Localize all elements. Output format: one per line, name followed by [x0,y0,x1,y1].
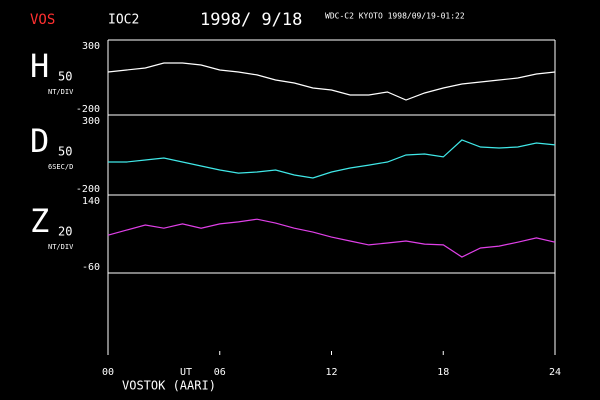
unit: 6SEC/D [48,163,73,171]
x-axis-label: UT [180,367,192,378]
scale: 50 [58,145,72,159]
y-tick-label: -200 [76,184,100,195]
station: VOS [30,12,55,28]
component: D [30,122,49,160]
unit: NT/DIV [48,243,74,251]
code: IOC2 [108,13,139,28]
trace [108,139,556,179]
component: Z [30,202,49,240]
scale: 20 [58,225,72,239]
x-tick-label: 18 [437,367,449,378]
trace [107,62,556,101]
x-tick-label: 12 [325,367,337,378]
x-tick-label: 24 [549,367,561,378]
component: H [30,47,49,85]
source: WDC-C2 KYOTO 1998/09/19-01:22 [325,12,465,21]
trace [107,218,556,258]
x-tick-label: 00 [102,367,114,378]
unit: NT/DIV [48,88,74,96]
y-tick-label: -200 [76,104,100,115]
date: 1998/ 9/18 [200,10,302,30]
scale: 50 [58,70,72,84]
footer: VOSTOK (AARI) [122,379,216,393]
x-tick-label: 06 [214,367,226,378]
y-tick-label: -60 [82,262,100,273]
y-tick-label: 300 [82,116,100,127]
frame [107,39,556,355]
y-tick-label: 140 [82,196,100,207]
y-tick-label: 300 [82,41,100,52]
